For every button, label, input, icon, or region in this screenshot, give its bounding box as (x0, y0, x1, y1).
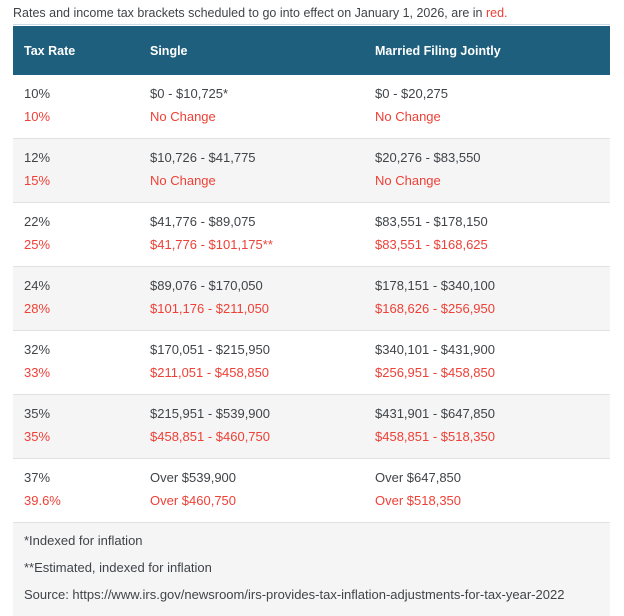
bracket-group-22pct: 22% $41,776 - $89,075 $83,551 - $178,150… (13, 202, 610, 266)
tax-rate-cell: 28% (24, 301, 51, 316)
current-bracket-row: 32% $170,051 - $215,950 $340,101 - $431,… (13, 338, 610, 361)
tax-rate-cell: 10% (24, 109, 51, 124)
married-bracket-cell: $340,101 - $431,900 (375, 342, 495, 357)
tax-rate-cell: 35% (24, 429, 51, 444)
single-bracket-cell: Over $460,750 (150, 493, 237, 508)
tax-rate-cell: 39.6% (24, 493, 61, 508)
footnote-estimated: **Estimated, indexed for inflation (24, 560, 212, 575)
tax-rate-cell: 35% (24, 406, 51, 421)
scheduled-bracket-row: 35% $458,851 - $460,750 $458,851 - $518,… (13, 425, 610, 448)
current-bracket-row: 35% $215,951 - $539,900 $431,901 - $647,… (13, 402, 610, 425)
caption-text: Rates and income tax brackets scheduled … (13, 6, 486, 20)
single-bracket-cell: $41,776 - $101,175** (150, 237, 273, 252)
married-bracket-cell: $178,151 - $340,100 (375, 278, 495, 293)
married-bracket-cell: $256,951 - $458,850 (375, 365, 495, 380)
married-bracket-cell: Over $518,350 (375, 493, 462, 508)
footnote-indexed: *Indexed for inflation (24, 533, 143, 548)
married-bracket-cell: Over $647,850 (375, 470, 462, 485)
married-bracket-cell: No Change (375, 173, 441, 188)
tax-rate-cell: 22% (24, 214, 51, 229)
scheduled-bracket-row: 28% $101,176 - $211,050 $168,626 - $256,… (13, 297, 610, 320)
table-header-row: Tax Rate Single Married Filing Jointly (13, 26, 610, 75)
married-bracket-cell: $168,626 - $256,950 (375, 301, 495, 316)
tax-rate-cell: 12% (24, 150, 51, 165)
tax-rate-cell: 15% (24, 173, 51, 188)
current-bracket-row: 22% $41,776 - $89,075 $83,551 - $178,150 (13, 210, 610, 233)
single-bracket-cell: $211,051 - $458,850 (150, 365, 270, 380)
married-bracket-cell: $83,551 - $178,150 (375, 214, 488, 229)
tax-rate-cell: 37% (24, 470, 51, 485)
single-bracket-cell: $41,776 - $89,075 (150, 214, 256, 229)
table-footer: *Indexed for inflation **Estimated, inde… (13, 522, 610, 616)
caption-highlight: red. (485, 6, 508, 20)
married-bracket-cell: No Change (375, 109, 441, 124)
current-bracket-row: 24% $89,076 - $170,050 $178,151 - $340,1… (13, 274, 610, 297)
bracket-group-12pct: 12% $10,726 - $41,775 $20,276 - $83,550 … (13, 138, 610, 202)
single-bracket-cell: $10,726 - $41,775 (150, 150, 256, 165)
single-bracket-cell: Over $539,900 (150, 470, 237, 485)
single-bracket-cell: $0 - $10,725* (150, 86, 229, 101)
tax-bracket-table: Tax Rate Single Married Filing Jointly 1… (13, 26, 610, 616)
column-header-married: Married Filing Jointly (375, 43, 501, 58)
caption-divider (13, 24, 610, 25)
current-bracket-row: 12% $10,726 - $41,775 $20,276 - $83,550 (13, 146, 610, 169)
single-bracket-cell: $170,051 - $215,950 (150, 342, 270, 357)
tax-rate-cell: 25% (24, 237, 51, 252)
single-bracket-cell: No Change (150, 109, 216, 124)
married-bracket-cell: $458,851 - $518,350 (375, 429, 495, 444)
married-bracket-cell: $0 - $20,275 (375, 86, 449, 101)
tax-rate-cell: 32% (24, 342, 51, 357)
single-bracket-cell: $101,176 - $211,050 (150, 301, 270, 316)
scheduled-bracket-row: 10% No Change No Change (13, 105, 610, 128)
column-header-single: Single (150, 43, 188, 58)
tax-rate-cell: 10% (24, 86, 51, 101)
current-bracket-row: 37% Over $539,900 Over $647,850 (13, 466, 610, 489)
scheduled-bracket-row: 25% $41,776 - $101,175** $83,551 - $168,… (13, 233, 610, 256)
tax-rate-cell: 24% (24, 278, 51, 293)
caption: Rates and income tax brackets scheduled … (0, 0, 624, 21)
scheduled-bracket-row: 33% $211,051 - $458,850 $256,951 - $458,… (13, 361, 610, 384)
bracket-group-32pct: 32% $170,051 - $215,950 $340,101 - $431,… (13, 330, 610, 394)
single-bracket-cell: $89,076 - $170,050 (150, 278, 263, 293)
single-bracket-cell: $458,851 - $460,750 (150, 429, 270, 444)
tax-rate-cell: 33% (24, 365, 51, 380)
source-text: Source: https://www.irs.gov/newsroom/irs… (24, 587, 565, 602)
single-bracket-cell: $215,951 - $539,900 (150, 406, 270, 421)
scheduled-bracket-row: 39.6% Over $460,750 Over $518,350 (13, 489, 610, 512)
married-bracket-cell: $431,901 - $647,850 (375, 406, 495, 421)
single-bracket-cell: No Change (150, 173, 216, 188)
current-bracket-row: 10% $0 - $10,725* $0 - $20,275 (13, 82, 610, 105)
married-bracket-cell: $83,551 - $168,625 (375, 237, 488, 252)
bracket-group-10pct: 10% $0 - $10,725* $0 - $20,275 10% No Ch… (13, 75, 610, 138)
bracket-group-37pct: 37% Over $539,900 Over $647,850 39.6% Ov… (13, 458, 610, 522)
scheduled-bracket-row: 15% No Change No Change (13, 169, 610, 192)
column-header-tax-rate: Tax Rate (24, 43, 76, 58)
bracket-group-35pct: 35% $215,951 - $539,900 $431,901 - $647,… (13, 394, 610, 458)
bracket-group-24pct: 24% $89,076 - $170,050 $178,151 - $340,1… (13, 266, 610, 330)
married-bracket-cell: $20,276 - $83,550 (375, 150, 481, 165)
